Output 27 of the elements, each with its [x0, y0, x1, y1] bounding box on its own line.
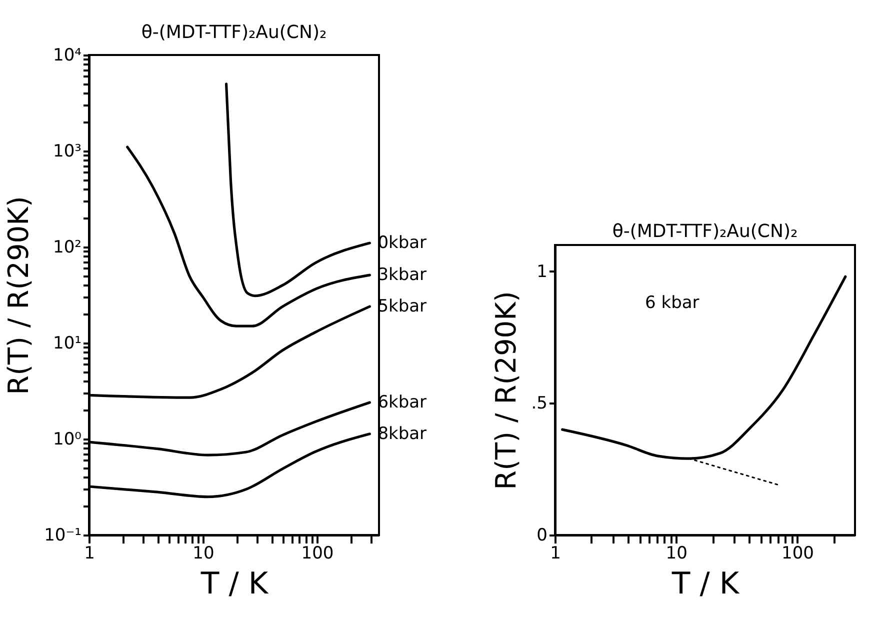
- chart-title: θ-(MDT-TTF)₂Au(CN)₂: [141, 22, 327, 43]
- x-tick-label: 10: [192, 544, 214, 564]
- y-tick-label: 10⁰: [53, 430, 82, 450]
- y-axis-title: R(T) / R(290K): [2, 196, 36, 395]
- chart-title: θ-(MDT-TTF)₂Au(CN)₂: [612, 221, 798, 242]
- series-label: 0kbar: [378, 233, 427, 254]
- x-tick-label: 100: [781, 544, 814, 564]
- x-tick-label: 10: [666, 544, 688, 564]
- y-tick-label: .5: [531, 394, 548, 414]
- y-tick-label: 10⁻¹: [44, 526, 82, 546]
- series-label: 5kbar: [378, 296, 427, 316]
- x-axis-title: T / K: [200, 566, 270, 602]
- series-label: 8kbar: [378, 424, 427, 444]
- x-tick-label: 1: [550, 544, 561, 564]
- x-axis-title: T / K: [670, 566, 740, 602]
- y-axis-title: R(T) / R(290K): [489, 291, 522, 490]
- series-label: 3kbar: [378, 265, 427, 286]
- y-tick-label: 10²: [53, 238, 82, 258]
- y-tick-label: 0: [536, 526, 548, 546]
- y-tick-label: 10⁴: [53, 46, 82, 66]
- series-label: 6kbar: [378, 392, 427, 412]
- y-tick-label: 10³: [53, 142, 82, 162]
- x-tick-label: 1: [84, 544, 95, 564]
- annotation: 6 kbar: [645, 293, 700, 313]
- y-tick-label: 1: [536, 262, 548, 282]
- y-tick-label: 10¹: [53, 334, 82, 354]
- x-tick-label: 100: [301, 544, 334, 564]
